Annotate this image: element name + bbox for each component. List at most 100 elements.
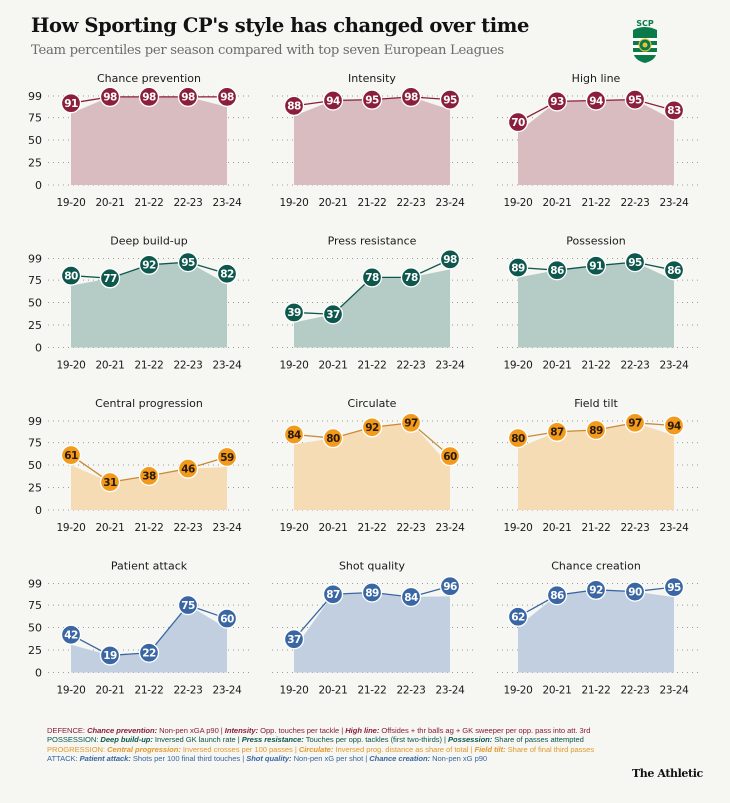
data-point-marker — [439, 249, 461, 270]
panel-title: Chance prevention — [97, 72, 201, 85]
data-label: 97 — [628, 418, 642, 430]
x-tick-label: 20-21 — [95, 685, 124, 697]
data-point-marker — [400, 586, 422, 608]
data-label: 95 — [628, 257, 642, 269]
data-point-marker — [216, 263, 238, 284]
data-label: 92 — [589, 585, 603, 597]
legend-metric-desc: Offsides + thr balls ag + GK sweeper per… — [379, 726, 591, 735]
data-point-marker — [361, 417, 383, 438]
legend-metric-name: Patient attack: — [79, 753, 131, 763]
data-point-marker — [400, 267, 422, 288]
data-label: 93 — [550, 96, 564, 108]
data-label: 94 — [589, 95, 603, 107]
y-tick-label: 25 — [28, 157, 42, 170]
data-label: 86 — [667, 265, 681, 277]
data-point-marker — [99, 86, 121, 108]
data-label: 89 — [511, 262, 525, 274]
data-label: 61 — [64, 450, 78, 462]
x-tick-label: 23-24 — [435, 522, 465, 534]
data-point-marker — [361, 267, 383, 288]
x-tick-label: 19-20 — [503, 360, 532, 372]
data-label: 60 — [220, 613, 234, 625]
data-point-marker — [138, 642, 160, 663]
legend-metric-desc: Inversed GK launch rate — [152, 735, 236, 745]
x-tick-label: 23-24 — [212, 360, 242, 372]
the-athletic-brand: The Athletic — [632, 767, 703, 780]
data-point-marker — [99, 471, 121, 493]
data-point-marker — [546, 260, 568, 281]
legend-metric-name: Possession: — [448, 735, 493, 745]
crest-logo-text: SCP — [636, 19, 654, 28]
x-tick-label: 20-21 — [95, 360, 124, 372]
y-tick-label: 50 — [28, 297, 42, 310]
area-fill — [294, 592, 450, 673]
chart-panel: High line 70 93 94 95 83 19-20 20-21 21-22 22-23 2… — [497, 72, 699, 209]
data-point-marker — [283, 302, 305, 323]
data-point-marker — [361, 582, 383, 603]
legend-line-possession: POSSESSION: Deep build-up: Inversed GK l… — [47, 735, 594, 744]
data-label: 42 — [64, 630, 78, 642]
data-point-marker — [507, 257, 529, 278]
panel-title: Chance creation — [551, 560, 641, 573]
legend-metric-desc: Share of passes attempted — [492, 735, 584, 745]
chart-panel: Deep build-up 99 75 50 25 0 80 77 92 95 82 19-20 20-… — [28, 235, 250, 372]
legend-separator: | — [363, 753, 370, 763]
data-label: 95 — [667, 582, 681, 594]
data-label: 37 — [326, 309, 340, 321]
y-tick-label: 75 — [28, 599, 42, 612]
x-tick-label: 19-20 — [503, 685, 532, 697]
legend-metric-desc: Opp. touches per tackle — [258, 726, 340, 735]
legend-metric-desc: Non-pen xGA p90 — [157, 726, 219, 735]
legend-line-defence: DEFENCE: Chance prevention: Non-pen xGA … — [47, 726, 594, 735]
data-point-marker — [585, 579, 607, 600]
x-tick-label: 22-23 — [173, 360, 202, 372]
x-tick-label: 20-21 — [542, 522, 571, 534]
x-tick-label: 23-24 — [212, 197, 242, 209]
data-point-marker — [624, 412, 646, 433]
data-point-marker — [177, 86, 199, 108]
data-label: 98 — [220, 92, 234, 104]
x-tick-label: 20-21 — [95, 522, 124, 534]
legend-metric-desc: Share of final third passes — [505, 744, 595, 754]
legend-group-label: DEFENCE: — [47, 726, 88, 735]
panel-title: Intensity — [348, 72, 396, 85]
y-tick-label: 50 — [28, 459, 42, 472]
data-point-marker — [60, 265, 82, 286]
chart-panel: Field tilt 80 87 89 97 94 19-20 20-21 21-22 22-23… — [497, 397, 699, 534]
data-point-marker — [624, 251, 646, 273]
legend-separator: | — [339, 726, 346, 735]
panel-title: Deep build-up — [110, 235, 187, 248]
legend-metric-name: Deep build-up: — [100, 735, 153, 745]
x-tick-label: 21-22 — [357, 522, 386, 534]
x-tick-label: 23-24 — [212, 685, 242, 697]
chart-panel: Patient attack 99 75 50 25 0 42 19 22 75 60 19-20 20… — [28, 560, 250, 697]
chart-panel: Possession 89 86 91 95 86 19-20 20-21 21-22 22-23… — [497, 235, 699, 372]
panel-title: Press resistance — [328, 235, 417, 248]
data-label: 80 — [511, 433, 525, 445]
data-point-marker — [663, 576, 685, 598]
legend-separator: | — [468, 744, 475, 754]
legend-metric-name: High line: — [345, 726, 380, 735]
legend-metric-name: Chance creation: — [369, 753, 431, 763]
data-point-marker — [546, 585, 568, 606]
data-point-marker — [546, 91, 568, 112]
data-point-marker — [546, 421, 568, 442]
data-label: 96 — [443, 581, 457, 593]
y-tick-label: 25 — [28, 482, 42, 495]
y-tick-label: 75 — [28, 112, 42, 125]
data-label: 98 — [404, 92, 418, 104]
chart-panel: Chance prevention 99 75 50 25 0 91 98 98 98 98 19-2… — [28, 72, 250, 209]
data-label: 95 — [443, 94, 457, 106]
x-tick-label: 21-22 — [134, 360, 163, 372]
data-point-marker — [663, 260, 685, 281]
data-label: 89 — [365, 587, 379, 599]
x-tick-label: 20-21 — [318, 685, 347, 697]
data-point-marker — [322, 304, 344, 325]
data-label: 80 — [64, 270, 78, 282]
sporting-cp-crest-logo: SCP — [633, 19, 657, 63]
legend-separator: | — [235, 735, 242, 745]
data-point-marker — [177, 458, 199, 479]
data-label: 92 — [365, 422, 379, 434]
x-tick-label: 20-21 — [318, 522, 347, 534]
data-point-marker — [283, 95, 305, 117]
